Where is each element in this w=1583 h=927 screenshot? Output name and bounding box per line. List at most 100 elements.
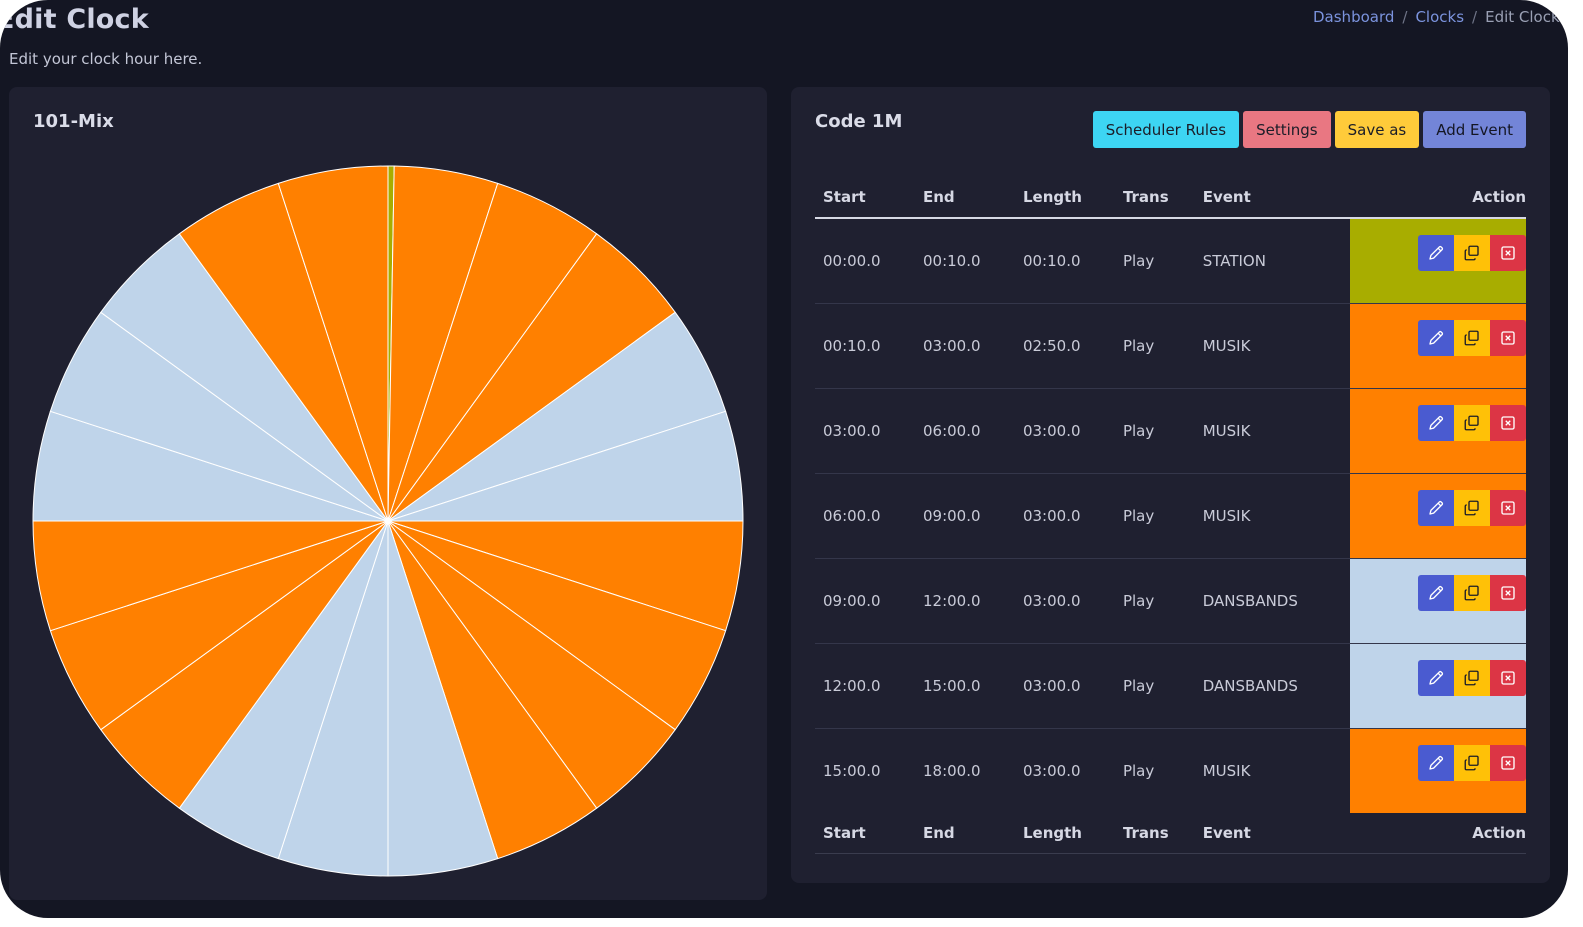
edit-event-button[interactable] xyxy=(1418,575,1454,611)
events-card: Code 1M Scheduler Rules Settings Save as… xyxy=(791,87,1550,883)
save-as-button[interactable]: Save as xyxy=(1334,111,1420,148)
cell-trans: Play xyxy=(1114,558,1195,644)
edit-event-button[interactable] xyxy=(1418,490,1454,526)
edit-event-button[interactable] xyxy=(1418,405,1454,441)
cell-end: 15:00.0 xyxy=(914,643,1015,729)
pencil-icon xyxy=(1427,584,1445,602)
copy-icon xyxy=(1463,584,1481,602)
action-button-group xyxy=(1350,304,1526,356)
pencil-icon xyxy=(1427,669,1445,687)
action-button-group xyxy=(1350,219,1526,271)
table-row: 06:00.0 09:00.0 03:00.0 Play MUSIK xyxy=(815,473,1526,559)
clock-title: 101-Mix xyxy=(33,111,114,132)
cell-event: DANSBANDS xyxy=(1194,643,1351,729)
row-actions xyxy=(1350,558,1526,644)
row-actions xyxy=(1350,473,1526,559)
copy-event-button[interactable] xyxy=(1454,575,1490,611)
delete-event-button[interactable] xyxy=(1490,745,1526,781)
scheduler-rules-button[interactable]: Scheduler Rules xyxy=(1092,111,1240,148)
events-table-body: 00:00.0 00:10.0 00:10.0 Play STATION 00:10.0 0… xyxy=(815,218,1526,813)
cell-length: 03:00.0 xyxy=(1022,762,1081,780)
cell-trans: Play xyxy=(1122,762,1155,780)
cell-end: 03:00.0 xyxy=(914,303,1015,389)
copy-icon xyxy=(1463,244,1481,262)
column-action: Action xyxy=(1350,177,1526,219)
cell-end: 18:00.0 xyxy=(922,762,981,780)
column-end: End xyxy=(914,813,1015,854)
cell-start: 00:00.0 xyxy=(815,218,915,304)
breadcrumb-dashboard[interactable]: Dashboard xyxy=(1313,8,1395,26)
cell-length: 03:00.0 xyxy=(1014,388,1115,474)
cell-start: 15:00.0 xyxy=(823,762,881,780)
copy-icon xyxy=(1463,499,1481,517)
column-start: Start xyxy=(815,177,915,219)
breadcrumb-separator: / xyxy=(1472,8,1478,26)
delete-event-button[interactable] xyxy=(1490,490,1526,526)
cell-trans: Play xyxy=(1114,473,1195,559)
copy-event-button[interactable] xyxy=(1454,405,1490,441)
row-actions xyxy=(1350,643,1526,729)
events-table: Start End Length Trans Event Action 00:0… xyxy=(815,177,1526,854)
column-start: Start xyxy=(815,813,915,854)
delete-event-button[interactable] xyxy=(1490,405,1526,441)
cell-start: 06:00.0 xyxy=(815,473,915,559)
cell-end: 06:00.0 xyxy=(914,388,1015,474)
clock-card: 101-Mix xyxy=(9,87,767,900)
cell-start: 12:00.0 xyxy=(815,643,915,729)
delete-event-button[interactable] xyxy=(1490,660,1526,696)
delete-event-button[interactable] xyxy=(1490,235,1526,271)
page-title: Edit Clock xyxy=(0,4,149,35)
add-event-button[interactable]: Add Event xyxy=(1423,111,1526,148)
table-row: 00:00.0 00:10.0 00:10.0 Play STATION xyxy=(815,218,1526,304)
cell-event: MUSIK xyxy=(1194,303,1351,389)
close-box-icon xyxy=(1499,754,1517,772)
column-trans: Trans xyxy=(1114,177,1195,219)
column-action: Action xyxy=(1350,813,1526,854)
table-row: 12:00.0 15:00.0 03:00.0 Play DANSBANDS xyxy=(815,643,1526,729)
close-box-icon xyxy=(1499,414,1517,432)
cell-trans: Play xyxy=(1114,303,1195,389)
breadcrumb-clocks[interactable]: Clocks xyxy=(1415,8,1465,26)
edit-event-button[interactable] xyxy=(1418,320,1454,356)
cell-length: 03:00.0 xyxy=(1014,473,1115,559)
edit-event-button[interactable] xyxy=(1418,745,1454,781)
cell-trans: Play xyxy=(1114,388,1195,474)
copy-icon xyxy=(1463,414,1481,432)
cell-start: 09:00.0 xyxy=(815,558,915,644)
breadcrumb-separator: / xyxy=(1402,8,1408,26)
row-actions xyxy=(1350,303,1526,389)
copy-icon xyxy=(1463,754,1481,772)
cell-length: 02:50.0 xyxy=(1014,303,1115,389)
copy-icon xyxy=(1463,669,1481,687)
settings-button[interactable]: Settings xyxy=(1243,111,1331,148)
delete-event-button[interactable] xyxy=(1490,320,1526,356)
action-button-group xyxy=(1350,474,1526,526)
cell-end: 09:00.0 xyxy=(914,473,1015,559)
cell-event: MUSIK xyxy=(1194,388,1351,474)
column-length: Length xyxy=(1014,813,1115,854)
close-box-icon xyxy=(1499,329,1517,347)
delete-event-button[interactable] xyxy=(1490,575,1526,611)
copy-event-button[interactable] xyxy=(1454,235,1490,271)
pencil-icon xyxy=(1427,329,1445,347)
edit-event-button[interactable] xyxy=(1418,235,1454,271)
cell-length: 03:00.0 xyxy=(1014,643,1115,729)
copy-event-button[interactable] xyxy=(1454,320,1490,356)
cell-end: 00:10.0 xyxy=(914,218,1015,304)
close-box-icon xyxy=(1499,499,1517,517)
pie-slice[interactable] xyxy=(277,165,389,522)
events-toolbar: Scheduler Rules Settings Save as Add Eve… xyxy=(1092,111,1526,148)
column-length: Length xyxy=(1014,177,1115,219)
cell-trans: Play xyxy=(1114,643,1195,729)
pencil-icon xyxy=(1427,244,1445,262)
edit-event-button[interactable] xyxy=(1418,660,1454,696)
action-button-group xyxy=(1350,729,1526,781)
breadcrumb-current: Edit Clock xyxy=(1485,8,1560,26)
copy-event-button[interactable] xyxy=(1454,660,1490,696)
pencil-icon xyxy=(1427,414,1445,432)
copy-event-button[interactable] xyxy=(1454,490,1490,526)
copy-event-button[interactable] xyxy=(1454,745,1490,781)
action-button-group xyxy=(1350,389,1526,441)
cell-event: MUSIK xyxy=(1194,473,1351,559)
